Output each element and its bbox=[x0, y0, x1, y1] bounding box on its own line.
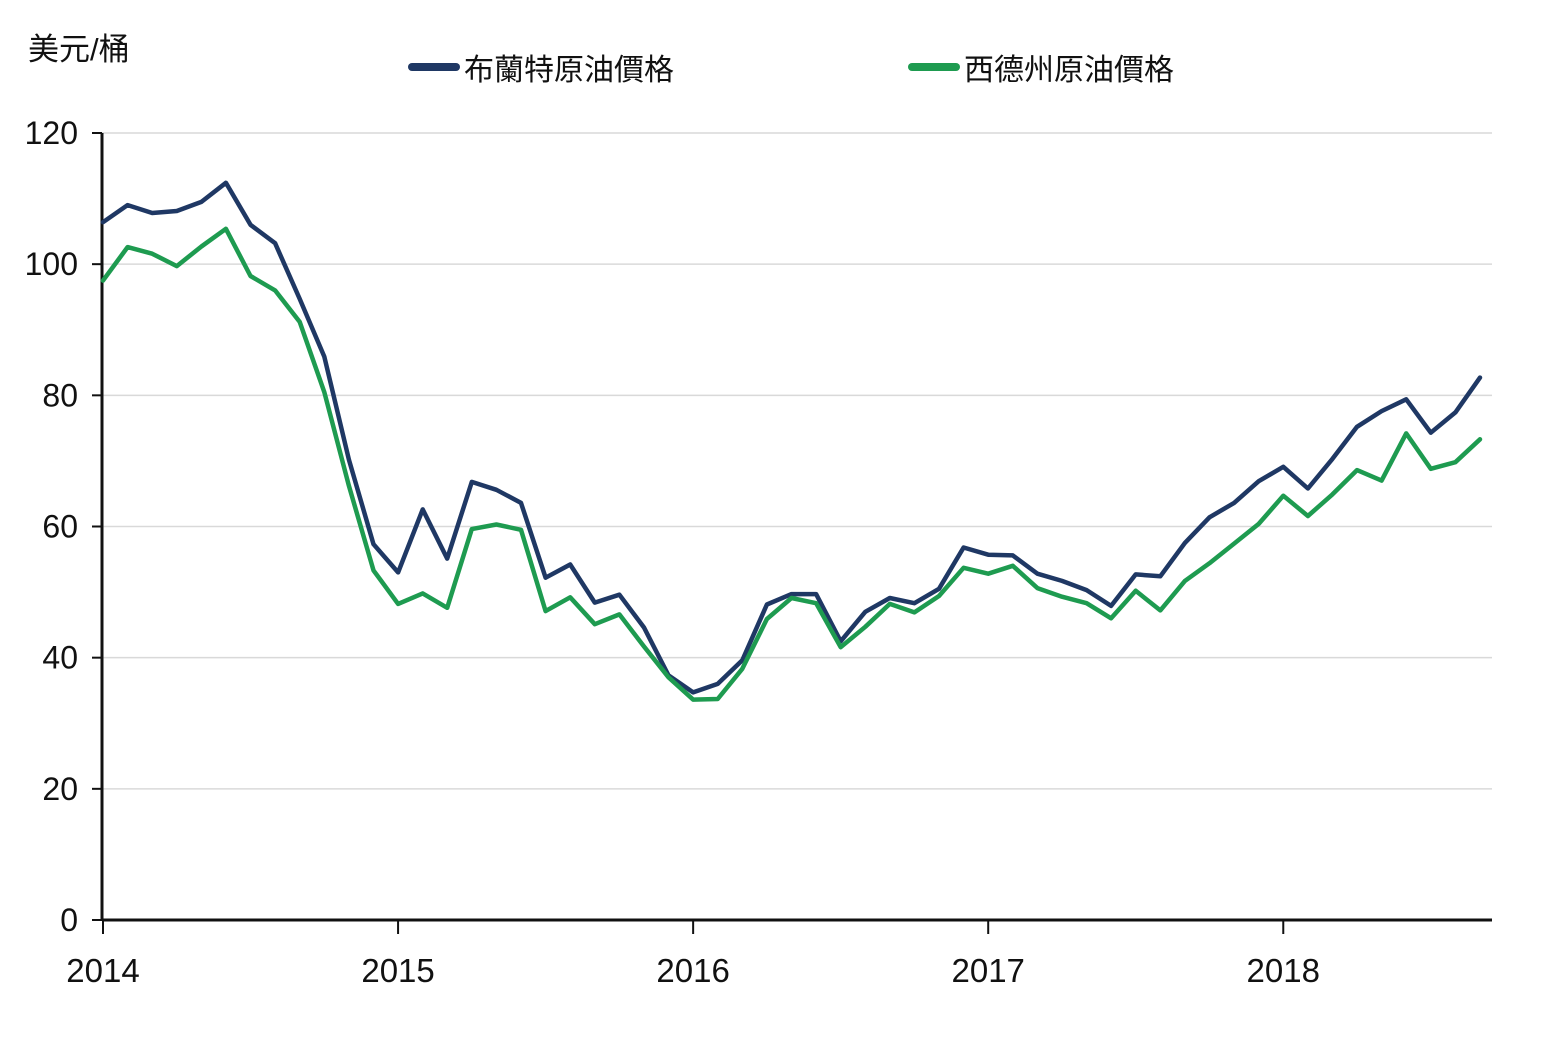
y-axis-unit-label: 美元/桶 bbox=[28, 32, 130, 67]
x-tick-label-2015: 2015 bbox=[361, 952, 434, 989]
y-tick-label-60: 60 bbox=[42, 509, 78, 545]
wti-price-line bbox=[100, 226, 1483, 702]
legend-label-wti: 西德州原油價格 bbox=[964, 54, 1174, 87]
y-tick-label-120: 120 bbox=[25, 115, 78, 151]
wti-line-swatch bbox=[908, 63, 960, 71]
axis-labels: 0 20 40 60 80 100 120 2014 2015 2016 2017 2018 bbox=[25, 115, 1320, 989]
legend-item-brent: 布蘭特原油價格 bbox=[408, 52, 674, 87]
axes bbox=[92, 132, 1492, 934]
y-tick-label-100: 100 bbox=[25, 246, 78, 282]
y-tick-label-40: 40 bbox=[42, 640, 78, 676]
x-tick-label-2017: 2017 bbox=[951, 952, 1024, 989]
x-tick-label-2018: 2018 bbox=[1247, 952, 1320, 989]
data-series bbox=[100, 180, 1483, 702]
y-tick-label-20: 20 bbox=[42, 771, 78, 807]
brent-price-line bbox=[100, 180, 1483, 695]
legend-label-brent: 布蘭特原油價格 bbox=[464, 54, 674, 87]
y-tick-label-80: 80 bbox=[42, 377, 78, 413]
y-tick-label-0: 0 bbox=[60, 902, 78, 938]
legend-item-wti: 西德州原油價格 bbox=[908, 52, 1174, 87]
x-tick-label-2014: 2014 bbox=[66, 952, 139, 989]
gridlines bbox=[102, 132, 1492, 790]
x-tick-label-2016: 2016 bbox=[656, 952, 729, 989]
brent-line-swatch bbox=[408, 63, 460, 71]
